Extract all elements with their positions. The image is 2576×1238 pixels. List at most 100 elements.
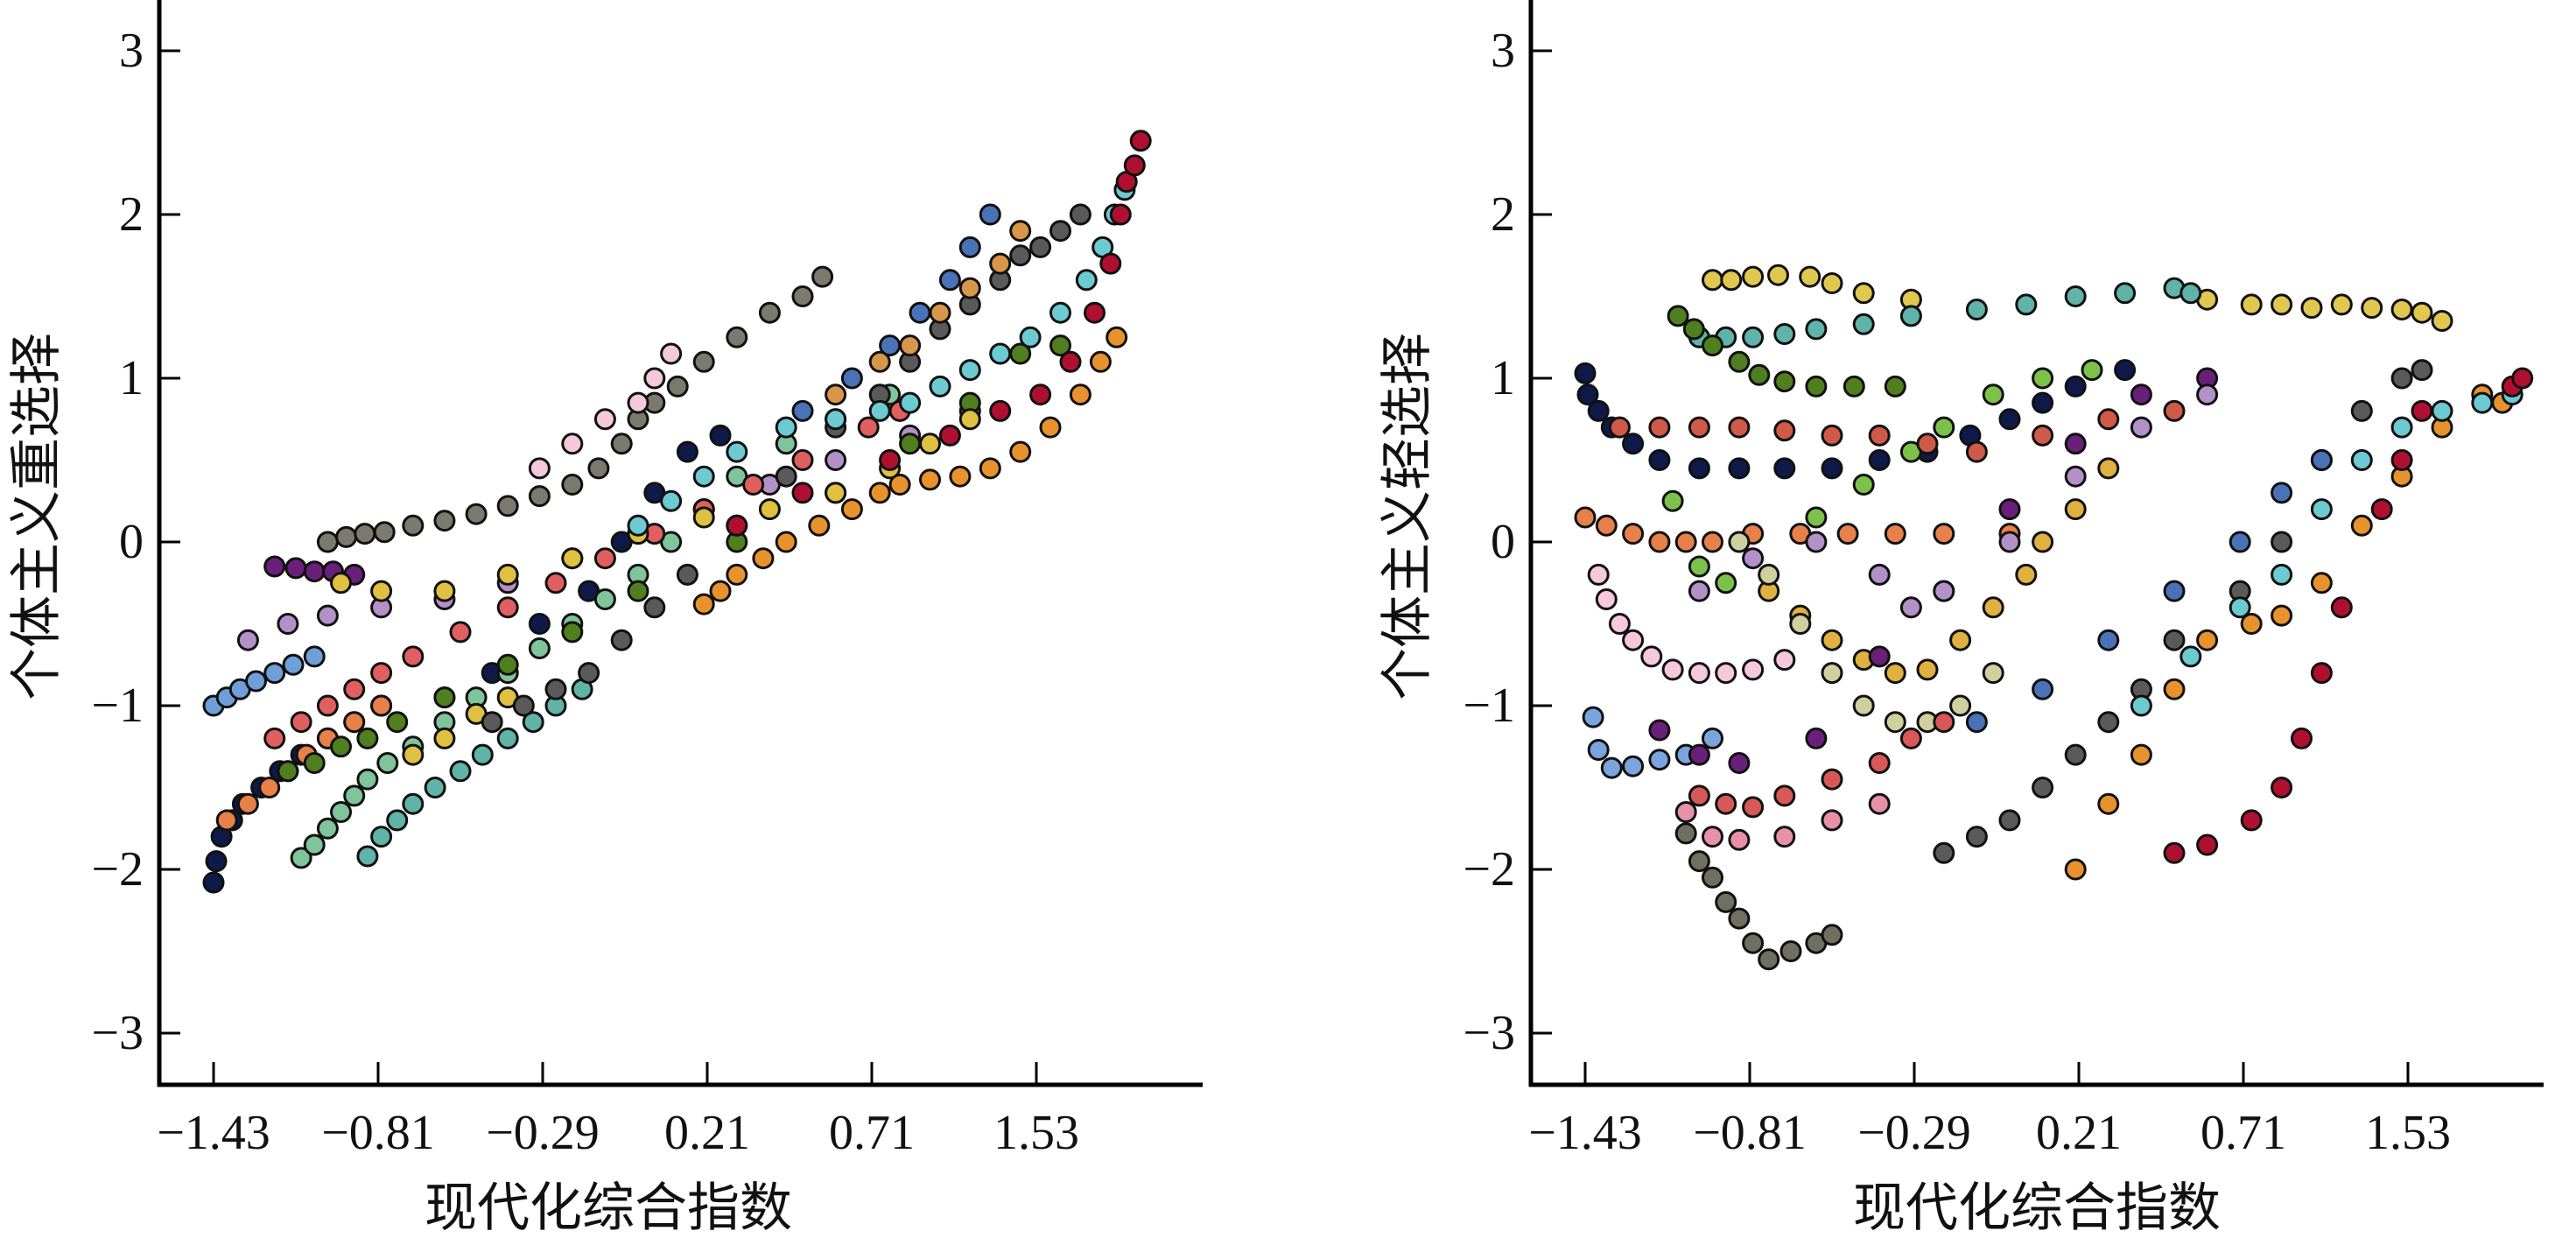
- data-point: [2310, 498, 2333, 521]
- data-point: [1779, 940, 1802, 962]
- data-point: [236, 792, 259, 815]
- data-point: [528, 613, 551, 635]
- data-point: [561, 474, 584, 496]
- data-point: [1587, 563, 1610, 586]
- data-point: [1933, 711, 1955, 734]
- data-point: [1069, 203, 1091, 226]
- data-point: [1702, 531, 1723, 553]
- y-tick-label: −3: [1463, 1006, 1515, 1060]
- series-17: [2064, 383, 2514, 881]
- data-point: [643, 596, 666, 619]
- data-point: [692, 593, 715, 615]
- data-point: [303, 834, 326, 856]
- data-point: [660, 489, 683, 512]
- data-point: [1965, 826, 1988, 848]
- data-point: [2032, 424, 2054, 447]
- data-point: [2196, 383, 2219, 406]
- data-point: [471, 743, 494, 766]
- data-point: [1600, 756, 1623, 779]
- data-point: [791, 482, 814, 504]
- data-point: [1720, 269, 1743, 292]
- data-point: [2411, 399, 2433, 422]
- data-point: [1648, 531, 1671, 553]
- data-point: [2300, 297, 2323, 320]
- data-point: [1805, 531, 1828, 553]
- series-14: [825, 220, 1032, 406]
- data-point: [263, 662, 286, 685]
- data-point: [433, 510, 456, 532]
- data-point: [1728, 416, 1751, 439]
- data-point: [1884, 523, 1906, 545]
- data-point: [284, 557, 307, 580]
- data-point: [1742, 658, 1765, 681]
- series-6: [1574, 506, 2021, 553]
- data-point: [2431, 310, 2453, 332]
- data-point: [660, 342, 683, 365]
- data-point: [1868, 563, 1891, 586]
- data-point: [879, 449, 902, 471]
- data-point: [1998, 809, 2021, 832]
- data-point: [258, 777, 281, 798]
- data-point: [899, 334, 922, 357]
- data-point: [236, 629, 259, 651]
- data-point: [2032, 678, 2054, 700]
- data-point: [610, 433, 633, 455]
- data-point: [1099, 252, 1122, 275]
- data-point: [1852, 474, 1875, 496]
- data-point: [2064, 858, 2087, 881]
- series-16: [1933, 359, 2433, 864]
- data-point: [1688, 850, 1710, 873]
- data-point: [303, 560, 326, 583]
- data-point: [1949, 694, 1972, 717]
- series-1: [202, 645, 326, 717]
- series-0: [202, 424, 732, 894]
- data-point: [544, 572, 567, 594]
- data-point: [1933, 580, 1955, 602]
- data-point: [2271, 482, 2293, 504]
- data-point: [303, 752, 326, 774]
- data-point: [1868, 752, 1891, 774]
- data-point: [2130, 694, 2152, 717]
- data-point: [1933, 523, 1955, 545]
- data-point: [330, 801, 352, 823]
- data-point: [205, 850, 228, 873]
- data-point: [356, 768, 379, 791]
- data-point: [1982, 662, 2004, 685]
- data-point: [2064, 465, 2087, 488]
- data-point: [2390, 449, 2413, 471]
- x-tick-label: 0.21: [2036, 1106, 2122, 1160]
- data-point: [2130, 743, 2152, 766]
- data-point: [1965, 711, 1988, 734]
- data-point: [2511, 367, 2534, 390]
- data-point: [2130, 416, 2152, 439]
- data-point: [1648, 416, 1671, 439]
- data-point: [1075, 269, 1098, 292]
- data-point: [402, 514, 425, 537]
- data-point: [2350, 399, 2373, 422]
- data-point: [528, 457, 551, 480]
- data-point: [1742, 265, 1765, 288]
- data-point: [2271, 563, 2293, 586]
- data-point: [370, 826, 393, 848]
- data-point: [496, 563, 519, 586]
- series-5: [1608, 399, 2186, 463]
- data-point: [676, 440, 698, 463]
- data-point: [692, 506, 715, 529]
- data-point: [376, 752, 399, 774]
- data-point: [1949, 629, 1972, 651]
- data-point: [2114, 282, 2137, 305]
- data-point: [2411, 359, 2433, 382]
- data-point: [775, 465, 797, 488]
- series-3: [316, 265, 834, 553]
- data-point: [1821, 272, 1843, 294]
- data-point: [1742, 547, 1765, 570]
- data-point: [316, 604, 339, 627]
- data-point: [1049, 301, 1071, 324]
- data-point: [2097, 408, 2120, 431]
- x-tick-label: 0.71: [829, 1106, 915, 1160]
- data-point: [578, 662, 600, 685]
- data-point: [1688, 555, 1710, 578]
- data-point: [2271, 531, 2293, 553]
- data-point: [1674, 822, 1697, 845]
- data-point: [1688, 662, 1710, 685]
